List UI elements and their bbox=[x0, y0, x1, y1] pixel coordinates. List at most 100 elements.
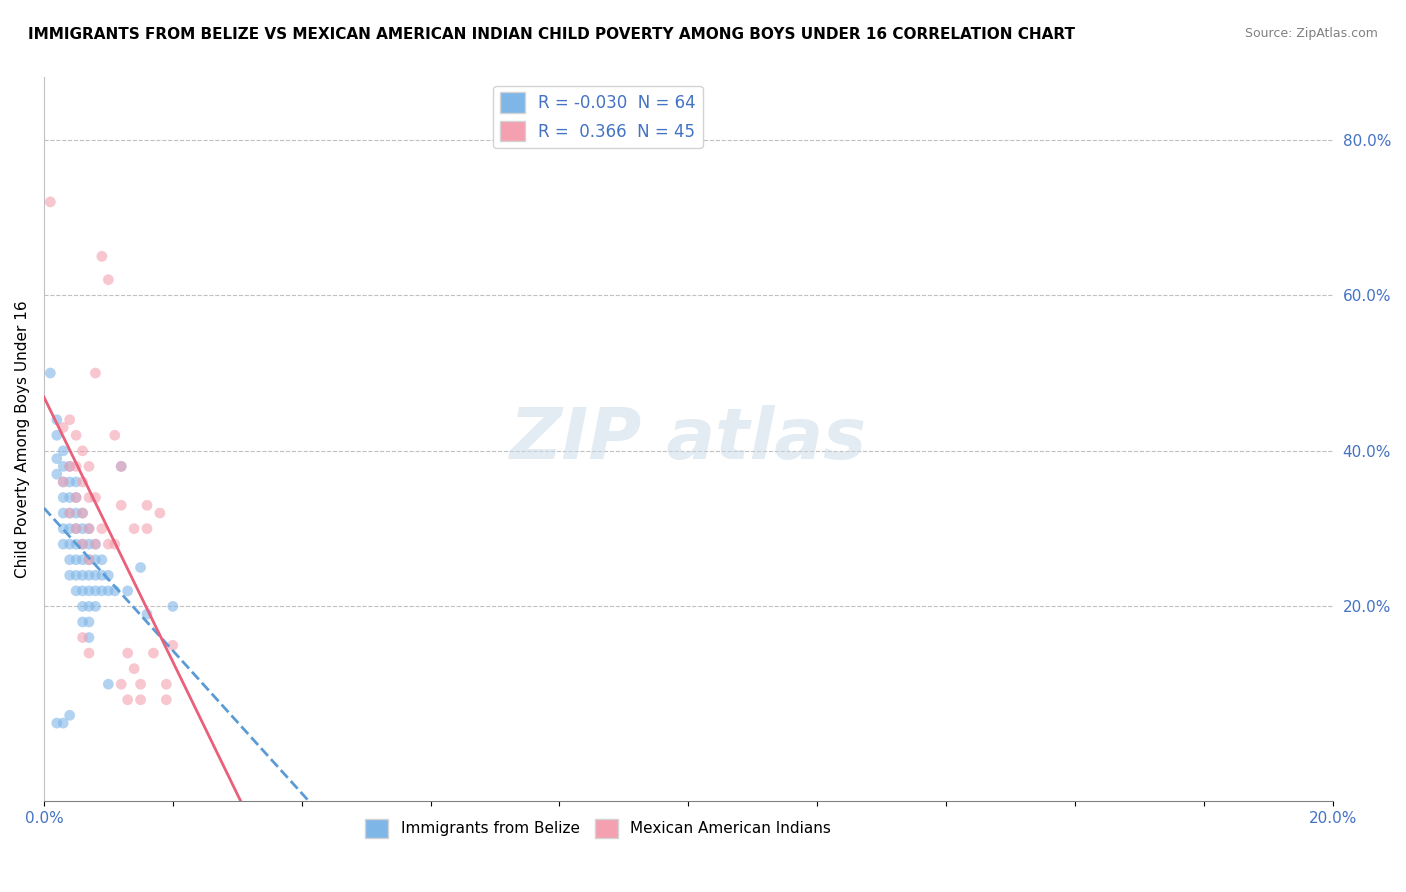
Point bbox=[97, 677, 120, 691]
Point bbox=[149, 506, 172, 520]
Point bbox=[72, 506, 94, 520]
Point bbox=[122, 662, 145, 676]
Text: IMMIGRANTS FROM BELIZE VS MEXICAN AMERICAN INDIAN CHILD POVERTY AMONG BOYS UNDER: IMMIGRANTS FROM BELIZE VS MEXICAN AMERIC… bbox=[28, 27, 1076, 42]
Point bbox=[162, 599, 184, 614]
Point bbox=[52, 522, 75, 536]
Point bbox=[110, 498, 132, 512]
Point bbox=[72, 615, 94, 629]
Point bbox=[77, 553, 100, 567]
Point bbox=[90, 249, 112, 263]
Point bbox=[65, 475, 87, 489]
Point bbox=[129, 560, 152, 574]
Point bbox=[52, 491, 75, 505]
Point bbox=[84, 537, 107, 551]
Point bbox=[84, 491, 107, 505]
Point bbox=[136, 498, 159, 512]
Point bbox=[129, 692, 152, 706]
Point bbox=[77, 568, 100, 582]
Point bbox=[59, 475, 82, 489]
Point bbox=[142, 646, 165, 660]
Point bbox=[45, 451, 67, 466]
Point bbox=[110, 459, 132, 474]
Point bbox=[84, 366, 107, 380]
Point bbox=[84, 537, 107, 551]
Point bbox=[59, 568, 82, 582]
Point bbox=[77, 459, 100, 474]
Point bbox=[65, 459, 87, 474]
Point bbox=[65, 583, 87, 598]
Point bbox=[77, 646, 100, 660]
Point bbox=[84, 553, 107, 567]
Text: Source: ZipAtlas.com: Source: ZipAtlas.com bbox=[1244, 27, 1378, 40]
Point bbox=[65, 491, 87, 505]
Point bbox=[59, 506, 82, 520]
Point bbox=[84, 568, 107, 582]
Point bbox=[77, 631, 100, 645]
Point bbox=[59, 491, 82, 505]
Point bbox=[162, 638, 184, 652]
Point bbox=[136, 607, 159, 622]
Point bbox=[45, 716, 67, 731]
Point bbox=[72, 475, 94, 489]
Point bbox=[72, 568, 94, 582]
Point bbox=[52, 459, 75, 474]
Point bbox=[59, 506, 82, 520]
Point bbox=[77, 553, 100, 567]
Point bbox=[52, 475, 75, 489]
Point bbox=[59, 522, 82, 536]
Point bbox=[117, 583, 139, 598]
Point bbox=[72, 553, 94, 567]
Point bbox=[104, 583, 127, 598]
Point bbox=[122, 522, 145, 536]
Point bbox=[72, 522, 94, 536]
Point bbox=[52, 420, 75, 434]
Point bbox=[72, 443, 94, 458]
Point bbox=[110, 677, 132, 691]
Point bbox=[52, 506, 75, 520]
Point bbox=[72, 631, 94, 645]
Point bbox=[117, 692, 139, 706]
Point bbox=[52, 443, 75, 458]
Point bbox=[104, 537, 127, 551]
Point bbox=[65, 491, 87, 505]
Point bbox=[65, 537, 87, 551]
Point bbox=[59, 553, 82, 567]
Point bbox=[45, 428, 67, 442]
Point bbox=[59, 708, 82, 723]
Point bbox=[45, 413, 67, 427]
Point bbox=[155, 692, 177, 706]
Point bbox=[90, 583, 112, 598]
Legend: Immigrants from Belize, Mexican American Indians: Immigrants from Belize, Mexican American… bbox=[360, 813, 837, 844]
Point bbox=[136, 522, 159, 536]
Point bbox=[77, 491, 100, 505]
Point bbox=[104, 428, 127, 442]
Point bbox=[39, 366, 62, 380]
Point bbox=[52, 716, 75, 731]
Point bbox=[97, 537, 120, 551]
Point bbox=[77, 583, 100, 598]
Point bbox=[77, 615, 100, 629]
Point bbox=[155, 677, 177, 691]
Point bbox=[97, 583, 120, 598]
Point bbox=[59, 413, 82, 427]
Point bbox=[77, 599, 100, 614]
Point bbox=[72, 506, 94, 520]
Point bbox=[77, 522, 100, 536]
Point bbox=[90, 568, 112, 582]
Point bbox=[117, 646, 139, 660]
Point bbox=[72, 537, 94, 551]
Point bbox=[65, 428, 87, 442]
Point bbox=[110, 459, 132, 474]
Point bbox=[77, 522, 100, 536]
Point bbox=[52, 475, 75, 489]
Y-axis label: Child Poverty Among Boys Under 16: Child Poverty Among Boys Under 16 bbox=[15, 301, 30, 578]
Point bbox=[84, 583, 107, 598]
Point bbox=[129, 677, 152, 691]
Point bbox=[52, 537, 75, 551]
Point bbox=[72, 583, 94, 598]
Point bbox=[84, 599, 107, 614]
Point bbox=[65, 506, 87, 520]
Point bbox=[90, 522, 112, 536]
Point bbox=[77, 537, 100, 551]
Point bbox=[72, 537, 94, 551]
